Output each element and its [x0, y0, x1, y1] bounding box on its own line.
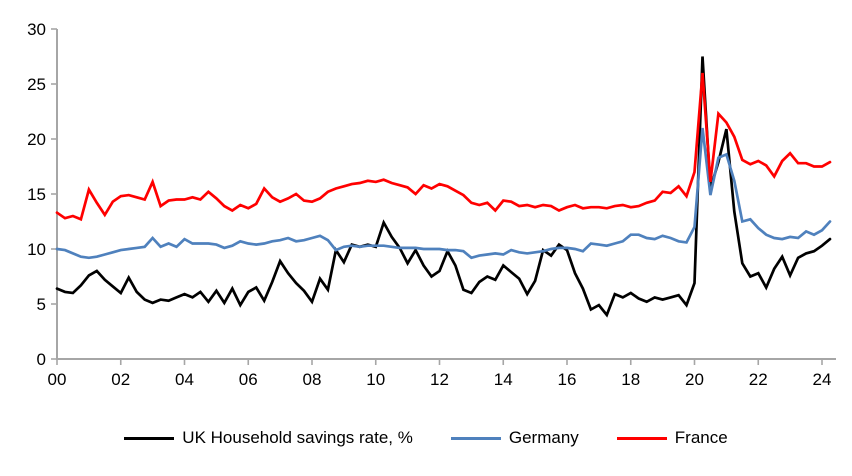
x-tick-label: 02 — [111, 370, 130, 389]
france-line-swatch — [616, 436, 667, 440]
x-tick-label: 20 — [685, 370, 704, 389]
x-tick-label: 22 — [749, 370, 768, 389]
x-tick-label: 14 — [494, 370, 513, 389]
y-tick-label: 20 — [27, 130, 46, 149]
x-tick-label: 24 — [813, 370, 832, 389]
legend: UK Household savings rate, % Germany Fra… — [0, 428, 852, 448]
y-tick-label: 25 — [27, 75, 46, 94]
series-line-germany — [55, 127, 832, 260]
germany-line-swatch — [450, 436, 501, 440]
x-tick-label: 08 — [303, 370, 322, 389]
x-tick-label: 18 — [621, 370, 640, 389]
y-tick-label: 30 — [27, 20, 46, 39]
y-tick-label: 10 — [27, 240, 46, 259]
x-tick-label: 06 — [239, 370, 258, 389]
y-tick-label: 0 — [37, 350, 46, 369]
y-tick-label: 5 — [37, 295, 46, 314]
x-tick-label: 00 — [48, 370, 67, 389]
x-tick-label: 16 — [558, 370, 577, 389]
legend-item-uk: UK Household savings rate, % — [124, 428, 413, 448]
legend-item-germany: Germany — [450, 428, 579, 448]
savings-rate-line-chart: 0 5 10 15 20 25 30 00 02 04 06 08 10 12 14 16 18 20 22 24 — [27, 20, 836, 389]
x-tick-label: 10 — [366, 370, 385, 389]
legend-label-germany: Germany — [508, 428, 579, 447]
x-tick-label: 12 — [430, 370, 449, 389]
legend-label-france: France — [674, 428, 728, 447]
x-tick-label: 04 — [175, 370, 194, 389]
series-line-france — [55, 72, 832, 222]
uk-line-swatch — [124, 436, 175, 440]
legend-item-france: France — [616, 428, 728, 448]
y-tick-label: 15 — [27, 185, 46, 204]
legend-label-uk: UK Household savings rate, % — [182, 428, 413, 447]
